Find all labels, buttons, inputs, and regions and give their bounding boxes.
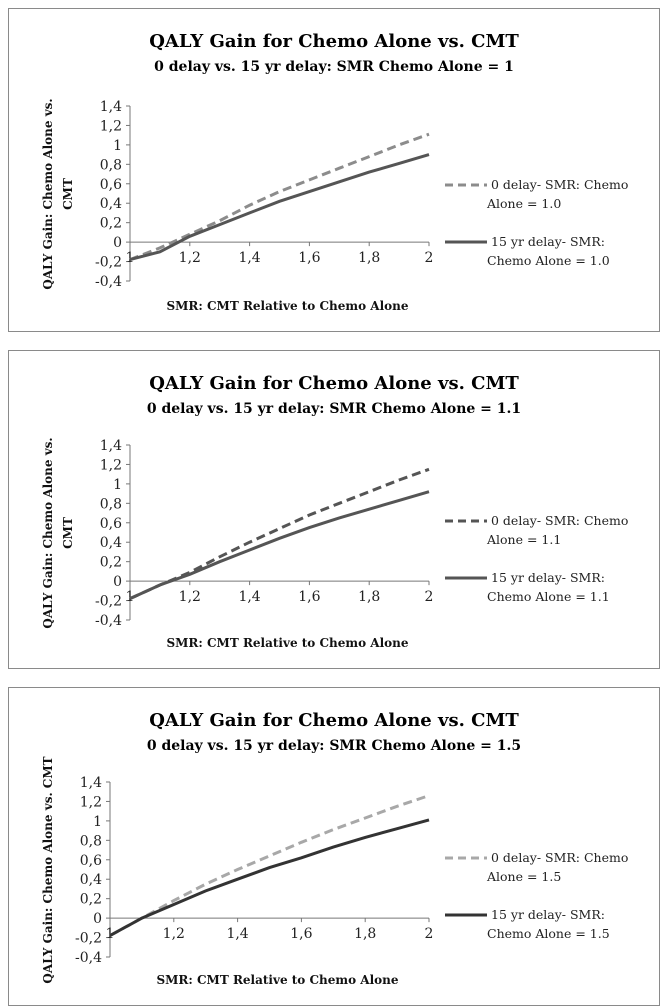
x-tick-label: 1,6 xyxy=(290,926,312,942)
y-tick-label: 0,6 xyxy=(100,516,122,532)
y-tick-label: -0,4 xyxy=(95,274,122,290)
y-tick-label: -0,4 xyxy=(75,950,102,966)
x-tick-label: 1,4 xyxy=(238,250,260,266)
legend-label: 15 yr delay- SMR: xyxy=(491,570,605,585)
x-tick-label: 1,8 xyxy=(358,589,380,605)
y-axis-label: CMT xyxy=(61,178,75,210)
y-tick-label: 0,2 xyxy=(100,216,122,232)
x-axis-label: SMR: CMT Relative to Chemo Alone xyxy=(166,636,408,650)
y-tick-label: -0,2 xyxy=(95,594,122,610)
chart-subtitle: 0 delay vs. 15 yr delay: SMR Chemo Alone… xyxy=(147,738,521,754)
x-tick-label: 1,6 xyxy=(298,589,320,605)
x-axis-label: SMR: CMT Relative to Chemo Alone xyxy=(166,299,408,313)
y-tick-label: 0,6 xyxy=(80,853,102,869)
y-tick-label: 0,2 xyxy=(100,555,122,571)
y-axis-label: CMT xyxy=(61,517,75,549)
y-tick-label: 1,4 xyxy=(100,99,122,115)
y-tick-label: 0,8 xyxy=(100,157,122,173)
y-tick-label: 0 xyxy=(113,574,122,590)
legend-label: Alone = 1.5 xyxy=(486,869,561,884)
y-axis-label: QALY Gain: Chemo Alone vs. CMT xyxy=(41,756,55,983)
y-axis-label: QALY Gain: Chemo Alone vs. xyxy=(41,98,55,289)
y-tick-label: -0,2 xyxy=(75,931,102,947)
y-tick-label: -0,4 xyxy=(95,613,122,629)
y-tick-label: 1,2 xyxy=(80,794,102,810)
x-tick-label: 1,6 xyxy=(298,250,320,266)
legend-label: Alone = 1.0 xyxy=(486,196,561,211)
x-tick-label: 1,4 xyxy=(238,589,260,605)
series-line-0-delay xyxy=(109,794,430,937)
chart-title: QALY Gain for Chemo Alone vs. CMT xyxy=(149,710,519,731)
chart-title: QALY Gain for Chemo Alone vs. CMT xyxy=(149,31,519,52)
series-line-0-delay xyxy=(129,467,430,600)
y-tick-label: -0,2 xyxy=(95,255,122,271)
series-line-15yr-delay xyxy=(129,153,430,262)
y-tick-label: 0,4 xyxy=(100,535,122,551)
x-tick-label: 1,4 xyxy=(226,926,248,942)
chart-svg: QALY Gain for Chemo Alone vs. CMT 0 delay… xyxy=(41,710,628,987)
chart-panel-2: QALY Gain for Chemo Alone vs. CMT 0 delay… xyxy=(8,350,660,669)
y-tick-label: 1,2 xyxy=(100,118,122,134)
legend-label: Chemo Alone = 1.0 xyxy=(487,253,610,268)
x-tick-label: 1,2 xyxy=(179,589,201,605)
series-line-15yr-delay xyxy=(109,818,430,937)
x-axis-label: SMR: CMT Relative to Chemo Alone xyxy=(156,973,398,987)
legend-label: 15 yr delay- SMR: xyxy=(491,234,605,249)
x-tick-label: 1,2 xyxy=(179,250,201,266)
y-axis-label: QALY Gain: Chemo Alone vs. xyxy=(41,437,55,628)
chart-panel-3: QALY Gain for Chemo Alone vs. CMT 0 delay… xyxy=(8,687,660,1006)
chart-svg: QALY Gain for Chemo Alone vs. CMT 0 delay… xyxy=(41,373,628,650)
y-tick-label: 0,8 xyxy=(100,496,122,512)
y-tick-label: 0,6 xyxy=(100,177,122,193)
y-tick-label: 1 xyxy=(93,814,102,830)
y-tick-label: 1 xyxy=(113,138,122,154)
legend-label: Chemo Alone = 1.5 xyxy=(487,926,610,941)
chart-subtitle: 0 delay vs. 15 yr delay: SMR Chemo Alone… xyxy=(154,59,514,75)
y-tick-label: 0,4 xyxy=(80,872,102,888)
y-tick-label: 0,4 xyxy=(100,196,122,212)
x-tick-label: 1,8 xyxy=(358,250,380,266)
series-line-15yr-delay xyxy=(129,490,430,600)
x-tick-label: 2 xyxy=(425,589,434,605)
x-tick-label: 1,8 xyxy=(354,926,376,942)
x-tick-label: 2 xyxy=(425,250,434,266)
legend-label: Chemo Alone = 1.1 xyxy=(487,589,610,604)
y-tick-label: 0 xyxy=(113,235,122,251)
x-tick-label: 1,2 xyxy=(163,926,185,942)
y-tick-label: 0 xyxy=(93,911,102,927)
legend-label: 0 delay- SMR: Chemo xyxy=(491,513,628,528)
legend-label: 15 yr delay- SMR: xyxy=(491,907,605,922)
legend-label: 0 delay- SMR: Chemo xyxy=(491,177,628,192)
chart-title: QALY Gain for Chemo Alone vs. CMT xyxy=(149,373,519,394)
legend-label: Alone = 1.1 xyxy=(486,532,561,547)
y-tick-label: 1,2 xyxy=(100,457,122,473)
series-line-0-delay xyxy=(129,132,430,261)
x-tick-label: 2 xyxy=(425,926,434,942)
chart-subtitle: 0 delay vs. 15 yr delay: SMR Chemo Alone… xyxy=(147,401,521,417)
y-tick-label: 1,4 xyxy=(100,438,122,454)
y-tick-label: 1,4 xyxy=(80,775,102,791)
y-tick-label: 0,2 xyxy=(80,892,102,908)
legend-label: 0 delay- SMR: Chemo xyxy=(491,850,628,865)
y-tick-label: 1 xyxy=(113,477,122,493)
y-tick-label: 0,8 xyxy=(80,833,102,849)
chart-panel-1: QALY Gain for Chemo Alone vs. CMT 0 delay… xyxy=(8,8,660,332)
chart-svg: QALY Gain for Chemo Alone vs. CMT 0 delay… xyxy=(41,31,628,313)
